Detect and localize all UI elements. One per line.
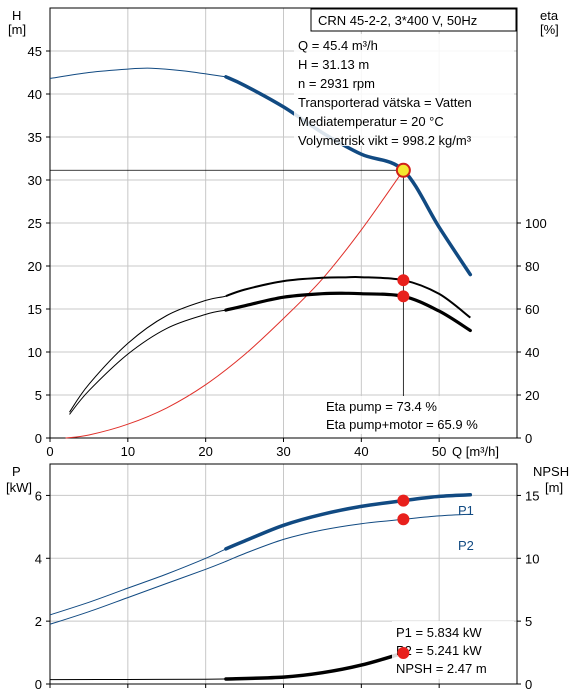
p-axis-label: P: [12, 464, 21, 479]
q-tick-label: 0: [46, 444, 53, 459]
npsh-value-text: NPSH = 2.47 m: [396, 661, 487, 676]
p-tick-label: 0: [35, 677, 42, 692]
h-tick-label: 15: [28, 302, 42, 317]
eta-pump-motor-text: Eta pump+motor = 65.9 %: [326, 417, 478, 432]
q-tick-label: 20: [198, 444, 212, 459]
operating-point-markers: [395, 162, 411, 659]
p-tick-label: 4: [35, 551, 42, 566]
npsh-axis-label: NPSH: [533, 464, 569, 479]
eta-axis-unit: [%]: [540, 22, 559, 37]
h-tick-label: 10: [28, 345, 42, 360]
power-values-block: P1 = 5.834 kW P2 = 5.241 kW NPSH = 2.47 …: [392, 621, 514, 679]
info-block-bg: [294, 34, 514, 146]
p1-marker: [397, 494, 410, 507]
p2-value-text: P2 = 5.241 kW: [396, 643, 482, 658]
h-tick-label: 35: [28, 130, 42, 145]
npsh-tick-label: 15: [525, 488, 539, 503]
title-box: [310, 8, 517, 32]
eta-pump-motor-marker: [397, 290, 410, 303]
p1-curve-thin: [49, 548, 227, 616]
p1-value-text: P1 = 5.834 kW: [396, 625, 482, 640]
p2-marker: [397, 513, 410, 526]
p2-series-label: P2: [458, 538, 474, 553]
power-values-bg: [392, 621, 514, 679]
npsh-tick-label: 10: [525, 551, 539, 566]
eta-block: Eta pump = 73.4 % Eta pump+motor = 65.9 …: [322, 396, 512, 434]
eta-pump-motor-curve-bold: [224, 291, 472, 333]
q-tick-label: 10: [121, 444, 135, 459]
eta-tick-label: 0: [525, 431, 532, 446]
q-axis-label: Q [m³/h]: [452, 444, 499, 459]
eta-tick-label: 80: [525, 259, 539, 274]
npsh-curve-bold: [224, 651, 406, 681]
p-tick-label: 2: [35, 614, 42, 629]
h-tick-label: 0: [35, 431, 42, 446]
info-line-h: H = 31.13 m: [298, 57, 369, 72]
h-tick-label: 45: [28, 44, 42, 59]
eta-tick-label: 40: [525, 345, 539, 360]
eta-tick-label: 100: [525, 216, 547, 231]
p-tick-label: 6: [35, 488, 42, 503]
p1-series-label: P1: [458, 503, 474, 518]
head-curve-thin: [49, 67, 226, 79]
h-tick-label: 25: [28, 216, 42, 231]
q-tick-label: 50: [432, 444, 446, 459]
eta-block-bg: [322, 396, 512, 434]
info-line-q: Q = 45.4 m³/h: [298, 38, 378, 53]
h-axis-label: H: [12, 8, 21, 23]
bottom-panel-ticks: 0 2 4 6 0 5 10 15: [35, 488, 540, 692]
q-tick-label: 40: [354, 444, 368, 459]
h-tick-label: 30: [28, 173, 42, 188]
top-panel-ticks: 0 5 10 15 20 25 30 35 40 45 0 20 40 60 80 100 0 10 20 30 40 5…: [28, 44, 547, 459]
p2-curve-thin: [49, 513, 471, 625]
chart-title: CRN 45-2-2, 3*400 V, 50Hz: [318, 13, 477, 28]
eta-pump-curve-upper: [225, 276, 471, 319]
eta-pump-text: Eta pump = 73.4 %: [326, 399, 437, 414]
p1-curve-bold: [224, 493, 473, 551]
system-curve: [65, 170, 404, 439]
bottom-panel-curves: [49, 493, 473, 681]
q-tick-label: 30: [276, 444, 290, 459]
duty-point-marker: [395, 162, 411, 178]
h-tick-label: 40: [28, 87, 42, 102]
eta-tick-label: 20: [525, 388, 539, 403]
eta-axis-label: eta: [540, 8, 559, 23]
h-axis-unit: [m]: [8, 22, 26, 37]
info-line-temp: Mediatemperatur = 20 °C: [298, 114, 444, 129]
info-block: Q = 45.4 m³/h H = 31.13 m n = 2931 rpm T…: [294, 34, 514, 148]
eta-tick-label: 60: [525, 302, 539, 317]
npsh-tick-label: 0: [525, 677, 532, 692]
info-line-fluid: Transporterad vätska = Vatten: [298, 95, 472, 110]
npsh-tick-label: 5: [525, 614, 532, 629]
eta-pump-marker: [397, 274, 410, 287]
info-line-n: n = 2931 rpm: [298, 76, 375, 91]
h-tick-label: 20: [28, 259, 42, 274]
npsh-marker: [397, 646, 410, 659]
p-axis-unit: [kW]: [6, 480, 32, 495]
npsh-curve-thin: [49, 678, 226, 681]
eta-pump-motor-curve-thin: [69, 309, 227, 415]
info-line-density: Volymetrisk vikt = 998.2 kg/m³: [298, 133, 472, 148]
h-tick-label: 5: [35, 388, 42, 403]
npsh-axis-unit: [m]: [545, 480, 563, 495]
